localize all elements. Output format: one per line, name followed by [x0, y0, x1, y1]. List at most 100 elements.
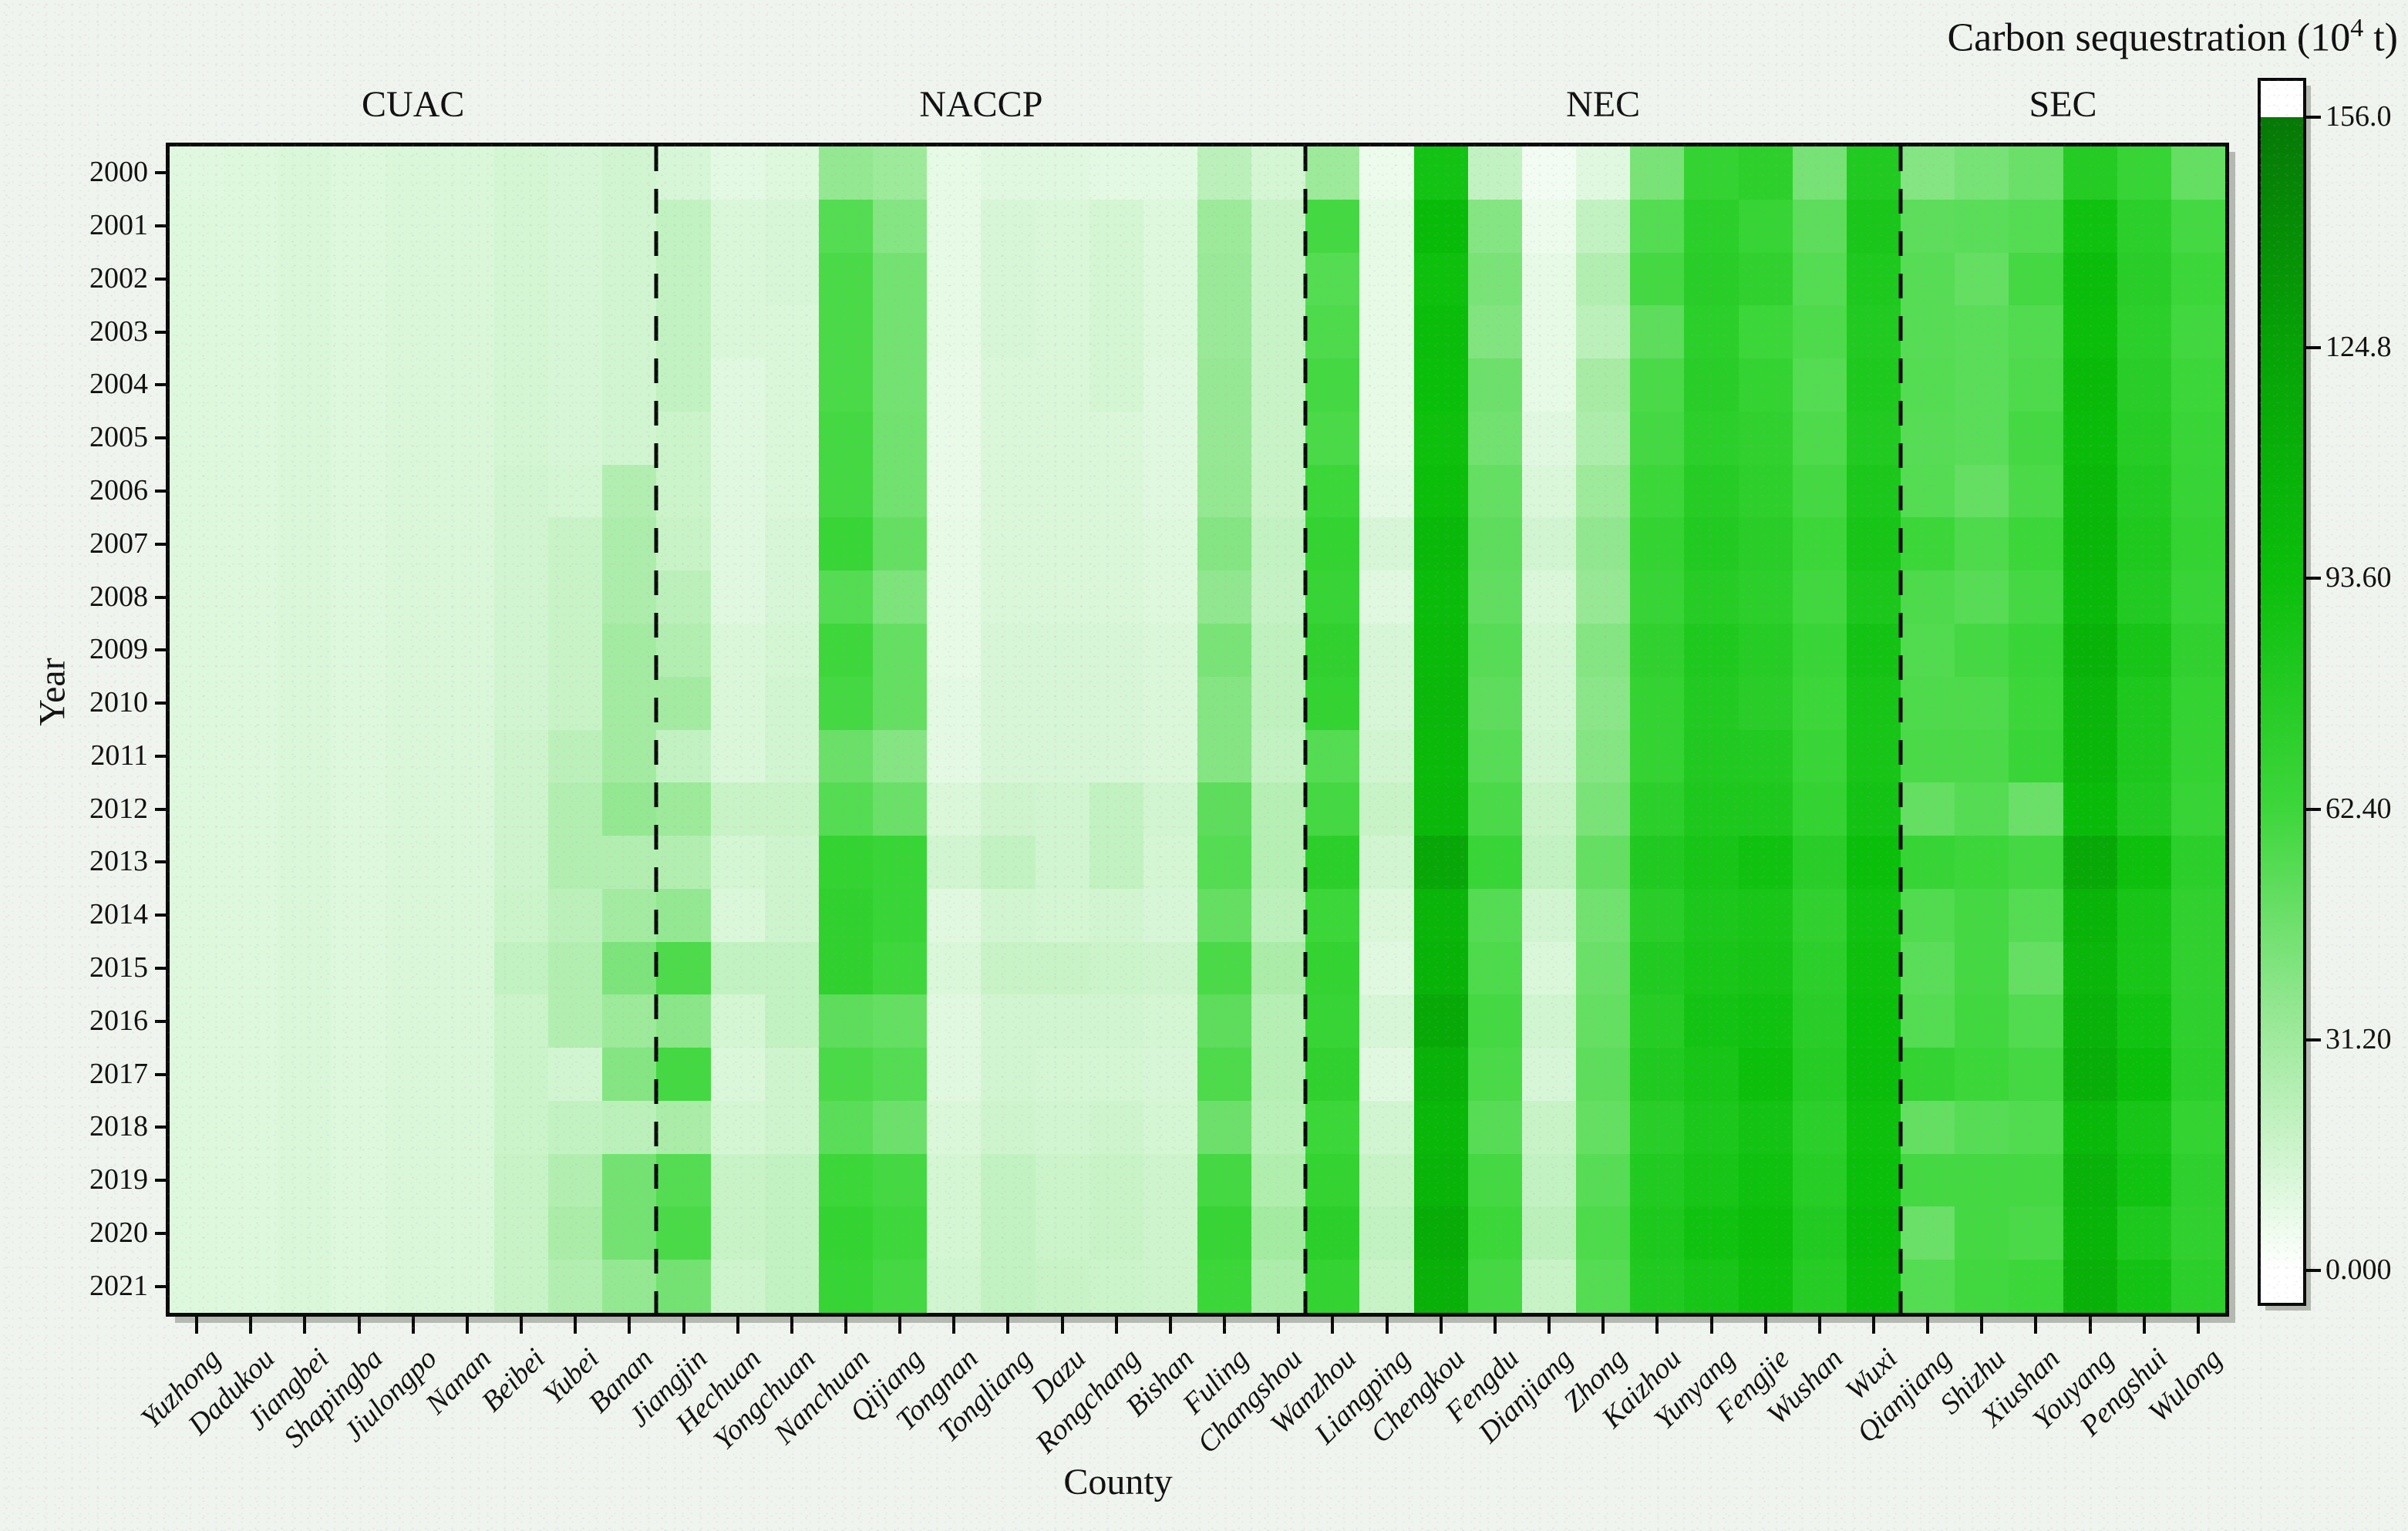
- heatmap-cell: [818, 836, 874, 889]
- heatmap-cell: [1089, 146, 1143, 200]
- heatmap-cell: [1521, 1153, 1577, 1207]
- heatmap-cell: [1035, 1153, 1089, 1207]
- heatmap-cell: [493, 623, 549, 677]
- heatmap-cell: [981, 411, 1036, 465]
- heatmap-cell: [1197, 836, 1252, 889]
- year-tick: [155, 171, 170, 175]
- heatmap-cell: [1955, 729, 2009, 783]
- year-tick-label: 2008: [89, 580, 148, 613]
- heatmap-cell: [548, 729, 603, 783]
- heatmap-cell: [170, 305, 224, 359]
- heatmap-cell: [2009, 1153, 2063, 1207]
- heatmap-cell: [927, 252, 982, 306]
- heatmap-cell: [1251, 1048, 1306, 1101]
- heatmap-cell: [1413, 570, 1468, 624]
- heatmap-cell: [548, 888, 603, 942]
- heatmap-cell: [1089, 1206, 1143, 1260]
- heatmap-cell: [1305, 199, 1360, 253]
- heatmap-cell: [1251, 517, 1306, 571]
- heatmap-cell: [440, 782, 494, 836]
- heatmap-cell: [1197, 729, 1252, 783]
- heatmap-cell: [1738, 517, 1793, 571]
- heatmap-cell: [332, 1260, 386, 1313]
- heatmap-cell: [1630, 1100, 1685, 1154]
- heatmap-cell: [278, 358, 332, 412]
- heatmap-cell: [927, 570, 982, 624]
- heatmap-cell: [1955, 305, 2009, 359]
- heatmap-cell: [1901, 994, 1955, 1048]
- heatmap-cell: [764, 464, 819, 518]
- heatmap-cell: [278, 1206, 332, 1260]
- heatmap-cell: [332, 199, 386, 253]
- heatmap-cell: [440, 729, 494, 783]
- heatmap-cell: [818, 411, 874, 465]
- heatmap-cell: [818, 570, 874, 624]
- heatmap-cell: [170, 1260, 224, 1313]
- heatmap-cell: [1630, 623, 1685, 677]
- heatmap-cell: [1792, 1048, 1847, 1101]
- heatmap-cell: [1197, 199, 1252, 253]
- heatmap-cell: [548, 411, 603, 465]
- heatmap-cell: [764, 836, 819, 889]
- heatmap-cell: [1143, 782, 1197, 836]
- heatmap-cell: [710, 464, 765, 518]
- heatmap-cell: [1630, 252, 1685, 306]
- heatmap-cell: [2009, 729, 2063, 783]
- heatmap-cell: [440, 836, 494, 889]
- heatmap-cell: [1630, 305, 1685, 359]
- heatmap-cell: [386, 623, 440, 677]
- heatmap-cell: [224, 1048, 278, 1101]
- heatmap-cell: [278, 941, 332, 995]
- heatmap-cell: [440, 358, 494, 412]
- county-tick: [1331, 1317, 1335, 1334]
- heatmap-cell: [710, 305, 765, 359]
- heatmap-cell: [2171, 994, 2225, 1048]
- heatmap-cell: [1792, 464, 1847, 518]
- heatmap-cell: [386, 411, 440, 465]
- heatmap-cell: [332, 782, 386, 836]
- heatmap-cell: [1576, 517, 1631, 571]
- heatmap-cell: [1846, 676, 1901, 730]
- heatmap-cell: [818, 305, 874, 359]
- heatmap-cell: [1413, 623, 1468, 677]
- heatmap-cell: [1576, 941, 1631, 995]
- heatmap-cell: [1521, 570, 1577, 624]
- heatmap-cell: [656, 252, 711, 306]
- year-tick: [155, 860, 170, 864]
- heatmap-cell: [764, 1260, 819, 1313]
- county-tick: [1709, 1317, 1713, 1334]
- heatmap-cell: [1089, 836, 1143, 889]
- group-separator-line: [1898, 146, 1903, 1313]
- heatmap-cell: [1846, 1153, 1901, 1207]
- heatmap-cell: [873, 888, 928, 942]
- heatmap-cell: [1521, 782, 1577, 836]
- heatmap-cell: [1035, 994, 1089, 1048]
- heatmap-cell: [1576, 836, 1631, 889]
- heatmap-cell: [2117, 1100, 2171, 1154]
- heatmap-cell: [2117, 146, 2171, 200]
- heatmap-cell: [2009, 358, 2063, 412]
- heatmap-cell: [1955, 464, 2009, 518]
- heatmap-cell: [1467, 199, 1522, 253]
- heatmap-cell: [1901, 1153, 1955, 1207]
- heatmap-cell: [1576, 1048, 1631, 1101]
- year-tick: [155, 1179, 170, 1183]
- heatmap-cell: [981, 782, 1036, 836]
- heatmap-cell: [224, 729, 278, 783]
- heatmap-cell: [278, 252, 332, 306]
- heatmap-cell: [1467, 888, 1522, 942]
- heatmap-cell: [278, 570, 332, 624]
- heatmap-cell: [1035, 305, 1089, 359]
- heatmap-cell: [548, 358, 603, 412]
- heatmap-cell: [548, 1206, 603, 1260]
- heatmap-cell: [1413, 941, 1468, 995]
- heatmap-cell: [440, 623, 494, 677]
- heatmap-cell: [224, 199, 278, 253]
- heatmap-cell: [818, 252, 874, 306]
- heatmap-cell: [1955, 358, 2009, 412]
- heatmap-cell: [1359, 464, 1414, 518]
- county-tick: [1006, 1317, 1010, 1334]
- heatmap-cell: [1305, 676, 1360, 730]
- colorbar-title-superscript: 4: [2350, 14, 2364, 42]
- heatmap-cell: [278, 782, 332, 836]
